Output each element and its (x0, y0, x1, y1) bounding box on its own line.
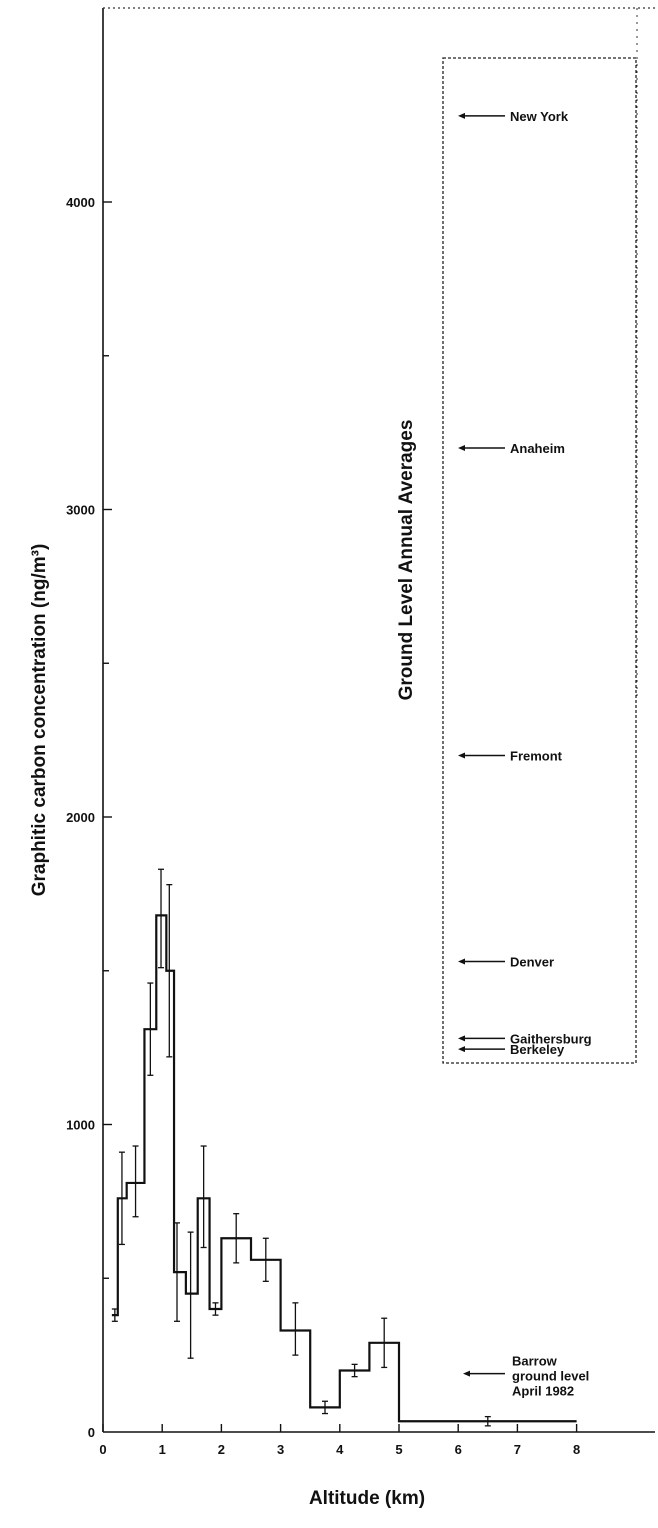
arrow-head-icon (458, 752, 465, 759)
error-bar (212, 1302, 219, 1316)
ground-level-marker: Anaheim (458, 441, 565, 456)
error-bar (111, 1308, 118, 1322)
marker-label: Berkeley (510, 1042, 565, 1057)
arrow-head-icon (458, 1046, 465, 1053)
y-tick-label: 0 (88, 1425, 95, 1440)
step-series (111, 914, 577, 1423)
x-tick-label: 1 (159, 1442, 166, 1457)
arrow-head-icon (458, 112, 465, 119)
axes (102, 7, 655, 1433)
x-tick-label: 0 (99, 1442, 106, 1457)
annotation-line: ground level (512, 1369, 589, 1384)
inset-frame (442, 57, 637, 1064)
error-bar (174, 1222, 180, 1322)
x-tick-label: 7 (514, 1442, 521, 1457)
x-axis-ticks: 0 1 2 3 4 5 6 7 8 (99, 1424, 580, 1457)
error-bar (200, 1145, 207, 1249)
y-tick-label: 1000 (66, 1118, 95, 1133)
y-tick-label: 2000 (66, 810, 95, 825)
annotation-line: April 1982 (512, 1384, 574, 1399)
error-bar (381, 1317, 388, 1369)
arrow-head-icon (458, 445, 465, 451)
inset-box: New York Anaheim Fremont Denver Gaithersburg… (442, 57, 637, 1064)
error-bar (322, 1400, 328, 1415)
arrow-head-icon (458, 1035, 465, 1042)
y-axis-ticks: 0 1000 2000 3000 4000 (66, 195, 112, 1440)
marker-label: New York (510, 109, 569, 124)
arrow-head-icon (458, 958, 465, 965)
error-bar (187, 1231, 194, 1359)
y-tick-label: 3000 (66, 503, 95, 518)
ground-level-marker: Berkeley (458, 1042, 565, 1057)
x-tick-label: 8 (573, 1442, 580, 1457)
marker-label: Gaithersburg (510, 1031, 592, 1046)
y-tick-label: 4000 (66, 195, 95, 210)
arrow-head-icon (463, 1370, 470, 1377)
x-tick-label: 6 (455, 1442, 462, 1457)
ground-level-marker: Denver (458, 955, 554, 970)
error-bar (351, 1363, 358, 1378)
x-tick-label: 4 (336, 1442, 344, 1457)
error-bar (132, 1145, 139, 1218)
ground-level-marker: Gaithersburg (458, 1031, 592, 1046)
ground-level-marker: New York (458, 109, 569, 124)
error-bar (118, 1151, 125, 1246)
error-bars (111, 868, 491, 1427)
step-line (111, 914, 577, 1423)
error-bar (166, 884, 173, 1058)
x-tick-label: 5 (395, 1442, 402, 1457)
error-bar (147, 982, 154, 1076)
x-tick-label: 2 (218, 1442, 225, 1457)
x-axis-label: Altitude (km) (309, 1488, 425, 1509)
marker-label: Anaheim (510, 441, 565, 456)
inset-title: Ground Level Annual Averages (396, 420, 417, 701)
ground-level-marker: Fremont (458, 749, 563, 764)
marker-label: Denver (510, 955, 554, 970)
error-bar (158, 868, 165, 969)
error-bar (262, 1237, 269, 1282)
annotation-line: Barrow (512, 1354, 558, 1369)
error-bar (292, 1302, 299, 1356)
error-bar (233, 1213, 240, 1264)
marker-label: Fremont (510, 749, 563, 764)
x-tick-label: 3 (277, 1442, 284, 1457)
error-bar (484, 1415, 491, 1427)
y-axis-label: Graphitic carbon concentration (ng/m³) (29, 544, 50, 897)
